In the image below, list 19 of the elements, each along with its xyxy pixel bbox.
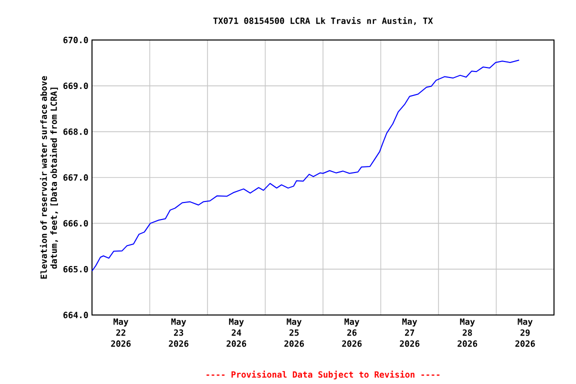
y-tick-label: 665.0 <box>63 266 88 272</box>
x-tick-label: May 27 2026 <box>400 318 420 347</box>
line-series <box>92 60 520 272</box>
text: ---- Provisional Data Subject to Revision ---- <box>206 370 440 380</box>
x-tick-label: May 23 2026 <box>168 318 188 347</box>
x-tick-label: May 28 2026 <box>458 318 478 347</box>
x-tick-label: May 22 2026 <box>111 318 131 347</box>
y-tick-label: 666.0 <box>63 220 88 227</box>
x-tick-label: May 25 2026 <box>284 318 304 347</box>
x-tick-label: May 26 2026 <box>342 318 362 347</box>
y-tick-label: 668.0 <box>63 128 88 135</box>
y-axis-title: Elevation of reservoir water surface above datum, feet, [Data obtained from LCRA] <box>40 76 58 279</box>
chart-title: TX071 08154500 LCRA Lk Travis nr Austin, TX <box>213 16 433 26</box>
x-tick-label: May 29 2026 <box>515 318 535 347</box>
x-tick-label: May 24 2026 <box>226 318 246 347</box>
y-tick-label: 669.0 <box>63 82 88 90</box>
y-tick-label: 667.0 <box>63 174 88 181</box>
y-tick-label: 664.0 <box>63 312 88 318</box>
y-tick-label: 670.0 <box>63 36 88 44</box>
